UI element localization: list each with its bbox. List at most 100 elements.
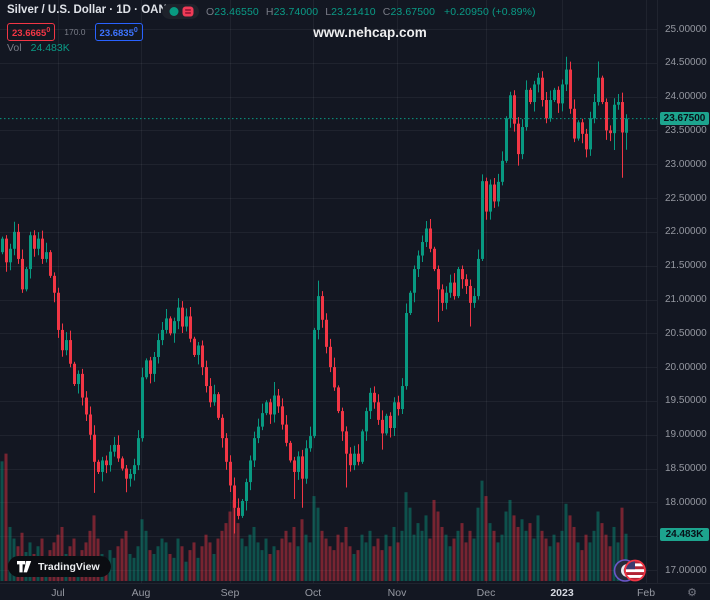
candle-body bbox=[201, 345, 204, 368]
volume-bar bbox=[220, 530, 224, 581]
candle-body bbox=[541, 77, 544, 101]
candle-body bbox=[141, 377, 144, 439]
candle-body bbox=[173, 321, 176, 334]
volume-readout: Vol 24.483K bbox=[7, 42, 70, 54]
volume-bar bbox=[0, 461, 4, 581]
candle-body bbox=[249, 460, 252, 483]
candle-body bbox=[409, 292, 412, 314]
candle-body bbox=[381, 419, 384, 434]
candle-body bbox=[9, 248, 12, 263]
price-axis-label: 19.50000 bbox=[665, 395, 707, 407]
volume-bar bbox=[372, 546, 376, 581]
volume-bar bbox=[176, 538, 180, 581]
candle-body bbox=[553, 89, 556, 101]
change-value: +0.20950 (+0.89%) bbox=[444, 6, 536, 18]
candle-body bbox=[585, 133, 588, 150]
volume-bar bbox=[524, 530, 528, 581]
candle-body bbox=[89, 414, 92, 435]
volume-bar bbox=[520, 519, 524, 581]
candle-body bbox=[261, 413, 264, 427]
symbol-title[interactable]: Silver / U.S. Dollar · 1D · OANDA bbox=[7, 4, 184, 16]
candle-body bbox=[225, 438, 228, 462]
volume-bar bbox=[248, 534, 252, 581]
bid-ask-row: 23.66650 170.0 23.68350 bbox=[7, 23, 143, 42]
volume-bar bbox=[204, 534, 208, 581]
candlestick-chart[interactable] bbox=[0, 0, 657, 583]
quote-panel-toggle[interactable] bbox=[162, 4, 199, 24]
candle-body bbox=[457, 269, 460, 297]
price-axis[interactable]: 25.00000 24.50000 24.00000 23.50000 23.00000… bbox=[657, 0, 710, 583]
candle-body bbox=[441, 289, 444, 303]
volume-bar bbox=[624, 533, 628, 581]
volume-bar bbox=[512, 515, 516, 581]
volume-bar bbox=[588, 542, 592, 581]
tradingview-logo[interactable]: TradingView bbox=[8, 556, 111, 577]
candle-body bbox=[101, 460, 104, 472]
volume-bar bbox=[480, 480, 484, 581]
volume-bar bbox=[156, 546, 160, 581]
volume-bar bbox=[148, 550, 152, 581]
candle-body bbox=[301, 456, 304, 479]
candle-body bbox=[345, 431, 348, 454]
symbol-pair-logo bbox=[613, 558, 647, 588]
candle-body bbox=[509, 95, 512, 119]
volume-bar bbox=[308, 542, 312, 581]
volume-bar bbox=[364, 542, 368, 581]
volume-bar bbox=[544, 538, 548, 581]
volume-bar bbox=[200, 546, 204, 581]
candle-body bbox=[169, 318, 172, 334]
volume-bar bbox=[240, 538, 244, 581]
volume-bar bbox=[456, 530, 460, 581]
candle-body bbox=[605, 102, 608, 131]
volume-bar bbox=[324, 538, 328, 581]
candle-body bbox=[413, 269, 416, 293]
buy-button[interactable]: 23.68350 bbox=[94, 23, 143, 42]
candle-body bbox=[505, 118, 508, 161]
candle-body bbox=[21, 258, 24, 290]
candle-body bbox=[105, 460, 108, 466]
volume-bar bbox=[436, 511, 440, 581]
candle-body bbox=[265, 402, 268, 414]
volume-bar bbox=[140, 519, 144, 581]
candle-body bbox=[393, 402, 396, 428]
volume-bar bbox=[488, 523, 492, 581]
volume-bar bbox=[380, 550, 384, 581]
volume-value: 24.483K bbox=[30, 42, 70, 54]
volume-bar bbox=[312, 496, 316, 581]
price-axis-label: 23.00000 bbox=[665, 158, 707, 170]
volume-bar bbox=[188, 550, 192, 581]
volume-bar bbox=[92, 515, 96, 581]
candle-body bbox=[469, 285, 472, 303]
volume-bar bbox=[252, 526, 256, 581]
candle-body bbox=[165, 318, 168, 330]
volume-bar bbox=[112, 557, 116, 581]
candle-body bbox=[193, 338, 196, 355]
candle-body bbox=[421, 242, 424, 256]
bid-dot-icon bbox=[169, 7, 179, 16]
ohlc-readout: O23.46550 H23.74000 L23.21410 C23.67500 +0.2… bbox=[206, 6, 536, 18]
price-axis-label: 19.00000 bbox=[665, 429, 707, 441]
volume-bar bbox=[608, 546, 612, 581]
volume-badge: 24.483K bbox=[660, 528, 709, 541]
high-value: 23.74000 bbox=[273, 6, 319, 18]
time-axis-label: Jul bbox=[51, 587, 65, 599]
candle-body bbox=[573, 108, 576, 139]
candle-body bbox=[613, 104, 616, 134]
gear-icon[interactable]: ⚙ bbox=[687, 587, 697, 599]
volume-bar bbox=[428, 538, 432, 581]
sell-button[interactable]: 23.66650 bbox=[7, 23, 56, 42]
candle-body bbox=[113, 444, 116, 452]
price-axis-label: 23.50000 bbox=[665, 124, 707, 136]
candle-body bbox=[453, 282, 456, 297]
candle-body bbox=[57, 292, 60, 330]
volume-bar bbox=[604, 534, 608, 581]
candle-body bbox=[205, 367, 208, 387]
candle-body bbox=[241, 501, 244, 516]
volume-bar bbox=[596, 511, 600, 581]
candle-body bbox=[373, 392, 376, 403]
candle-body bbox=[77, 373, 80, 385]
volume-bar bbox=[256, 542, 260, 581]
price-axis-label: 24.00000 bbox=[665, 91, 707, 103]
time-axis[interactable]: ⚙ Jul Aug Sep Oct Nov Dec 2023 Feb bbox=[0, 583, 710, 600]
candle-body bbox=[257, 426, 260, 439]
